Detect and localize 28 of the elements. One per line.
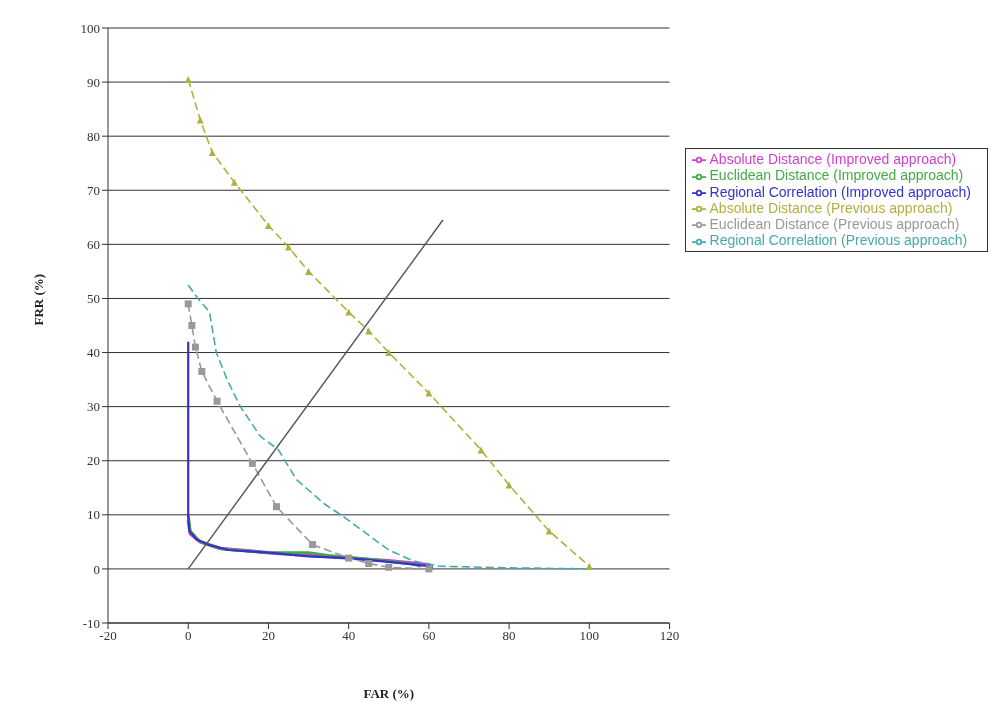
- legend-label: Euclidean Distance (Improved approach): [709, 167, 964, 184]
- x-tick-label: 120: [659, 628, 680, 644]
- x-tick-label: 0: [184, 628, 192, 644]
- y-tick-label: 60: [87, 236, 100, 252]
- y-tick-label: 0: [93, 561, 100, 577]
- x-tick-label: 80: [502, 628, 516, 644]
- y-tick-label: 70: [87, 182, 100, 198]
- y-axis-title: FRR (%): [30, 273, 46, 326]
- x-tick-label: -20: [99, 628, 117, 644]
- legend-label: Absolute Distance (Improved approach): [709, 151, 957, 167]
- legend-label: Regional Correlation (Previous approach): [709, 232, 968, 249]
- x-tick-label: 20: [261, 628, 275, 644]
- y-tick-label: 90: [87, 74, 100, 90]
- y-tick-label: 30: [87, 399, 100, 415]
- y-tick-label: 80: [87, 128, 100, 144]
- x-tick-label: 40: [342, 628, 356, 644]
- legend-label: Absolute Distance (Previous approach): [709, 199, 953, 216]
- x-axis-title: FAR (%): [363, 686, 415, 701]
- y-tick-label: 100: [80, 20, 100, 36]
- y-tick-label: 50: [87, 291, 100, 307]
- legend-label: Euclidean Distance (Previous approach): [709, 216, 960, 233]
- legend-label: Regional Correlation (Improved approach): [709, 183, 971, 200]
- y-tick-label: 40: [87, 345, 100, 361]
- y-tick-label: -10: [82, 615, 100, 631]
- x-tick-label: 60: [422, 628, 436, 644]
- y-tick-label: 10: [87, 507, 100, 523]
- x-tick-label: 100: [579, 628, 600, 644]
- y-tick-label: 20: [87, 453, 100, 469]
